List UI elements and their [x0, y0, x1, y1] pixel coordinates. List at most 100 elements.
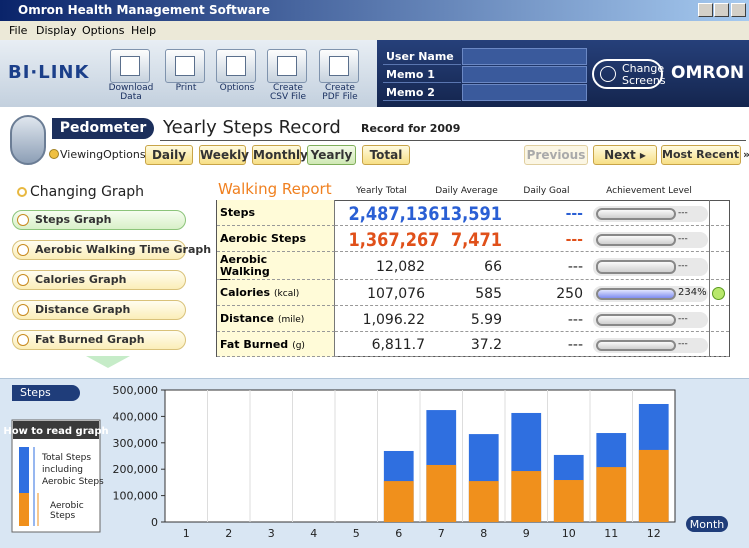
toolbar-label: CSV File [269, 92, 307, 102]
legend-total-label: Total Steps [41, 453, 91, 463]
minimize[interactable] [698, 3, 713, 17]
achievement-value: --- [678, 314, 688, 324]
x-tick-label: 12 [647, 527, 661, 540]
gauge-bar [596, 340, 676, 351]
gauge-bar [596, 208, 676, 220]
x-tick-label: 3 [268, 527, 275, 540]
previous-label: Previous [526, 148, 586, 162]
graph-menu-item[interactable]: Calories Graph [12, 270, 186, 290]
change-icon [600, 66, 616, 82]
toolbar-button[interactable] [216, 49, 256, 83]
user-field-label: User Name [383, 48, 461, 65]
y-tick-label: 400,000 [113, 410, 159, 423]
menu-item[interactable]: Display [36, 24, 77, 37]
x-tick-label: 1 [183, 527, 190, 540]
graph-menu-label: Fat Burned Graph [35, 333, 145, 346]
toolbar-button[interactable] [319, 49, 359, 83]
row-label-cell: Distance (mile) [217, 306, 335, 332]
x-tick-label: 10 [562, 527, 576, 540]
toolbar-button[interactable] [267, 49, 307, 83]
divider [160, 140, 746, 141]
yearly-total: 107,076 [367, 286, 425, 302]
view-button[interactable]: Total [362, 145, 410, 165]
bar [553, 480, 584, 522]
next-button[interactable]: Next ▸ [593, 145, 657, 165]
daily-goal: --- [565, 206, 583, 222]
legend-aerobic-label: Steps [50, 511, 75, 521]
view-button[interactable]: Monthly [252, 145, 308, 165]
achievement-value: 234% [678, 287, 707, 298]
previous-button[interactable]: Previous [524, 145, 588, 165]
bar [426, 464, 457, 522]
menu-item[interactable]: Help [131, 24, 157, 37]
daily-average: 5.99 [470, 312, 502, 328]
row-label-cell: Aerobic Steps [217, 226, 335, 252]
graph-menu-item[interactable]: Fat Burned Graph [12, 330, 186, 350]
toolbar-icon [175, 56, 195, 76]
graph-menu-item[interactable]: Steps Graph [12, 210, 186, 230]
report-title: Walking Report [218, 180, 332, 198]
next-label: Next [604, 148, 636, 162]
most-recent-button[interactable]: Most Recent » [661, 145, 749, 165]
change-screens-label: Screens [622, 74, 666, 87]
toolbar-button[interactable] [110, 49, 150, 83]
x-tick-label: 2 [225, 527, 232, 540]
row-unit: (mile) [277, 315, 305, 325]
viewing-options-label: ViewingOptions [60, 148, 146, 161]
view-button[interactable]: Yearly [307, 145, 356, 165]
toolbar-icon [120, 56, 140, 76]
row-label: Aerobic [220, 253, 268, 266]
toolbar-label: PDF File [322, 92, 358, 102]
y-tick-label: 200,000 [113, 463, 159, 476]
achievement-value: --- [678, 234, 688, 244]
graph-menu-label: Steps Graph [35, 213, 112, 226]
x-tick-label: 9 [523, 527, 530, 540]
logo: BI·LINK [8, 62, 90, 83]
gauge-bar [596, 234, 676, 246]
daily-goal: --- [567, 259, 583, 275]
row-line [335, 251, 729, 252]
daily-average: 7,471 [450, 229, 502, 251]
graph-menu-item[interactable]: Aerobic Walking Time Graph [12, 240, 211, 260]
graph-menu-label: Aerobic Walking Time Graph [35, 243, 212, 256]
toolbar-label: Create [273, 83, 303, 93]
user-field[interactable] [462, 48, 587, 65]
legend-aerobic [19, 493, 29, 526]
title-bar: Omron Health Management Software [0, 0, 749, 21]
how-to-read-header [13, 421, 99, 439]
toolbar-icon [277, 56, 297, 76]
column-header: Daily Goal [523, 186, 570, 196]
achievement-gauge [593, 338, 708, 353]
daily-average: 66 [484, 259, 502, 275]
toolbar-label: Data [120, 92, 142, 102]
gauge-bar [596, 288, 676, 300]
maximize[interactable] [714, 3, 729, 17]
view-button[interactable]: Daily [145, 145, 193, 165]
view-button[interactable]: Weekly [199, 145, 249, 165]
change-screens[interactable]: Change Screens [592, 59, 666, 89]
user-field[interactable] [462, 66, 587, 83]
user-field[interactable] [462, 84, 587, 101]
graph-menu-label: Calories Graph [35, 273, 127, 286]
graph-menu-item[interactable]: Distance Graph [12, 300, 186, 320]
y-tick-label: 0 [151, 516, 158, 529]
achievement-gauge [593, 206, 708, 222]
toolbar-button[interactable] [165, 49, 205, 83]
row-label: Steps [220, 206, 256, 219]
daily-goal: --- [567, 337, 583, 353]
smile-icon [712, 287, 725, 300]
x-tick-label: 11 [604, 527, 618, 540]
daily-average: 585 [475, 286, 502, 302]
bar [596, 467, 627, 522]
menu-item[interactable]: File [9, 24, 28, 37]
menu-item[interactable]: Options [82, 24, 125, 37]
bar [638, 449, 669, 522]
column-header: Daily Average [435, 186, 498, 196]
daily-goal: --- [565, 232, 583, 248]
y-tick-label: 100,000 [113, 490, 159, 503]
how-to-read-title: How to read graph [3, 426, 108, 437]
close[interactable] [731, 3, 746, 17]
row-line [335, 356, 729, 357]
column-header: Achievement Level [606, 186, 692, 196]
